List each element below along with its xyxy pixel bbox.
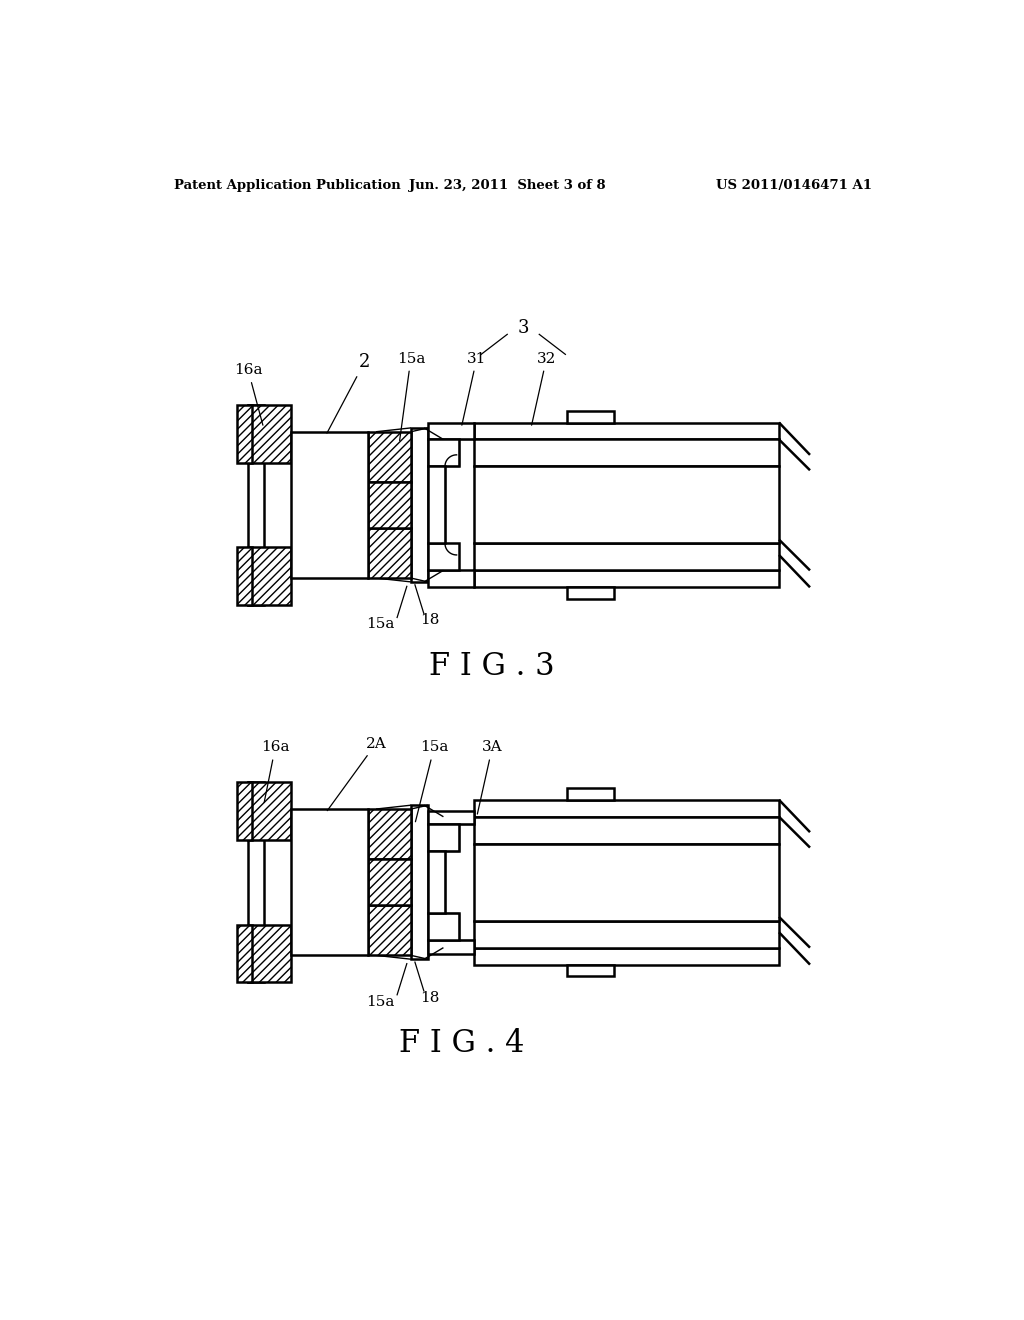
Text: US 2011/0146471 A1: US 2011/0146471 A1 — [716, 178, 872, 191]
Text: 16a: 16a — [233, 363, 263, 425]
Bar — [567, 965, 614, 977]
Bar — [237, 405, 252, 462]
Bar — [428, 851, 445, 913]
Bar — [369, 809, 411, 859]
Text: 18: 18 — [421, 614, 440, 627]
Bar — [428, 422, 474, 440]
Text: F I G . 3: F I G . 3 — [429, 651, 555, 682]
Bar — [369, 859, 411, 906]
Bar — [248, 924, 291, 982]
Text: 3: 3 — [517, 319, 529, 337]
Bar — [567, 411, 614, 422]
Bar — [237, 781, 252, 840]
Bar — [428, 913, 459, 940]
Bar — [428, 440, 459, 466]
Text: 15a: 15a — [416, 741, 449, 822]
Bar — [474, 544, 779, 570]
Bar — [474, 466, 779, 544]
Bar — [369, 906, 411, 956]
Bar — [237, 548, 252, 605]
Text: 2: 2 — [327, 354, 370, 433]
Bar — [428, 810, 474, 825]
Bar — [291, 809, 369, 956]
Text: Patent Application Publication: Patent Application Publication — [174, 178, 401, 191]
Bar — [474, 843, 779, 921]
Text: 31: 31 — [462, 351, 486, 425]
Bar — [369, 528, 411, 578]
Bar — [369, 482, 411, 528]
Text: 15a: 15a — [366, 618, 394, 631]
Bar — [411, 805, 428, 960]
Bar — [369, 432, 411, 482]
Bar — [248, 781, 291, 840]
Bar — [474, 570, 779, 587]
Bar — [474, 422, 779, 440]
Text: 15a: 15a — [366, 994, 394, 1008]
Bar — [567, 788, 614, 800]
Text: 16a: 16a — [261, 741, 290, 803]
Bar — [428, 825, 459, 851]
Text: 3A: 3A — [477, 741, 503, 814]
Bar — [474, 948, 779, 965]
Bar — [248, 548, 291, 605]
Bar — [428, 570, 474, 587]
Bar — [428, 940, 474, 954]
Text: F I G . 4: F I G . 4 — [398, 1028, 524, 1060]
Bar — [428, 544, 459, 570]
Bar — [237, 924, 252, 982]
Bar — [474, 921, 779, 948]
Bar — [474, 440, 779, 466]
Text: 15a: 15a — [396, 351, 425, 441]
Text: Jun. 23, 2011  Sheet 3 of 8: Jun. 23, 2011 Sheet 3 of 8 — [410, 178, 606, 191]
Bar — [248, 405, 263, 605]
Bar — [291, 432, 369, 578]
Text: 18: 18 — [421, 991, 440, 1005]
Bar — [474, 800, 779, 817]
Text: 2A: 2A — [328, 737, 386, 810]
Bar — [428, 466, 445, 544]
Bar — [411, 428, 428, 582]
Bar — [567, 587, 614, 599]
Bar — [248, 405, 291, 462]
Bar — [474, 817, 779, 843]
Text: 32: 32 — [531, 351, 556, 425]
Bar — [248, 781, 263, 982]
